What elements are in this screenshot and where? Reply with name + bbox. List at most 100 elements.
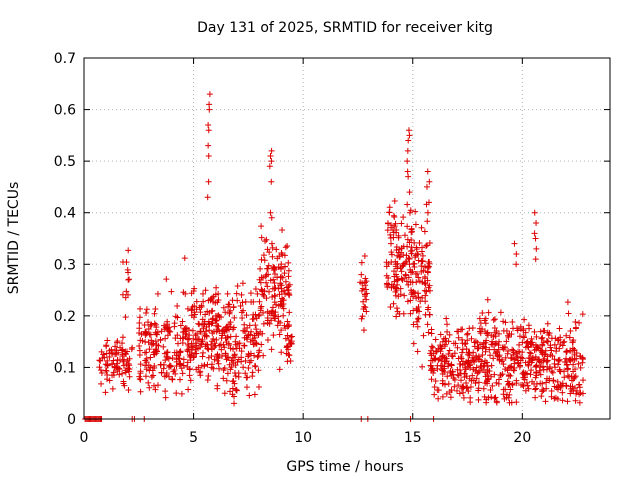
data-point	[187, 377, 194, 384]
data-point	[391, 213, 398, 220]
data-point	[276, 291, 283, 298]
data-point	[215, 323, 222, 330]
data-point	[271, 299, 278, 306]
data-point	[481, 360, 488, 367]
data-point	[104, 337, 111, 344]
data-point	[428, 376, 435, 383]
data-point	[397, 285, 404, 292]
data-point	[136, 375, 143, 382]
data-point	[256, 347, 263, 354]
data-point	[460, 394, 467, 401]
data-point	[191, 285, 198, 292]
data-point	[147, 331, 154, 338]
data-point	[384, 220, 391, 227]
data-point	[126, 276, 133, 283]
data-point	[281, 322, 288, 329]
data-point	[445, 350, 452, 357]
data-point	[250, 341, 257, 348]
data-point	[488, 362, 495, 369]
data-point	[253, 339, 260, 346]
data-point	[426, 263, 433, 270]
data-point	[255, 384, 262, 391]
data-point	[258, 256, 265, 263]
data-point	[274, 322, 281, 329]
data-point	[151, 310, 158, 317]
data-point	[390, 283, 397, 290]
data-point	[398, 268, 405, 275]
data-point	[564, 372, 571, 379]
data-point	[413, 246, 420, 253]
data-point	[263, 236, 270, 243]
data-point	[510, 325, 517, 332]
y-tick-label: 0.6	[54, 103, 76, 119]
data-point	[398, 275, 405, 282]
data-point	[226, 309, 233, 316]
y-tick-label: 0.4	[54, 206, 76, 222]
data-point	[419, 294, 426, 301]
data-point	[527, 350, 534, 357]
data-point	[256, 298, 263, 305]
data-point	[419, 363, 426, 370]
data-point	[264, 246, 271, 253]
data-point	[500, 391, 507, 398]
data-point	[571, 374, 578, 381]
data-point	[273, 246, 280, 253]
data-point	[185, 346, 192, 353]
data-point	[537, 380, 544, 387]
data-point	[490, 355, 497, 362]
data-point	[246, 322, 253, 329]
data-point	[213, 284, 220, 291]
y-tick-label: 0.5	[54, 154, 76, 170]
data-point	[152, 346, 159, 353]
data-point	[254, 353, 261, 360]
data-point	[426, 199, 433, 206]
data-point	[163, 276, 170, 283]
data-point	[146, 346, 153, 353]
data-point	[475, 353, 482, 360]
data-point	[264, 265, 271, 272]
data-point	[576, 399, 583, 406]
data-point	[548, 387, 555, 394]
data-point	[519, 381, 526, 388]
data-point	[247, 350, 254, 357]
data-point	[270, 332, 277, 339]
data-point	[151, 362, 158, 369]
data-point	[216, 365, 223, 372]
data-point	[260, 252, 267, 259]
data-point	[515, 359, 522, 366]
data-point	[459, 383, 466, 390]
data-point	[123, 288, 130, 295]
data-point	[197, 328, 204, 335]
data-point	[136, 325, 143, 332]
data-point	[223, 377, 230, 384]
data-point	[200, 298, 207, 305]
data-point	[532, 256, 539, 263]
data-point	[204, 361, 211, 368]
data-point	[572, 318, 579, 325]
data-point	[278, 327, 285, 334]
data-point	[178, 390, 185, 397]
data-point	[96, 364, 103, 371]
data-point	[536, 356, 543, 363]
data-point	[122, 369, 129, 376]
data-point	[405, 274, 412, 281]
data-point	[414, 348, 421, 355]
data-point	[205, 152, 212, 159]
data-point	[231, 370, 238, 377]
data-point	[454, 371, 461, 378]
data-point	[258, 223, 265, 230]
data-point	[208, 320, 215, 327]
data-point	[464, 337, 471, 344]
data-point	[158, 328, 165, 335]
data-point	[567, 347, 574, 354]
data-point	[174, 302, 181, 309]
data-point	[496, 357, 503, 364]
data-point	[122, 350, 129, 357]
data-point	[264, 319, 271, 326]
data-point	[98, 348, 105, 355]
data-point	[162, 394, 169, 401]
data-point	[463, 385, 470, 392]
data-point	[215, 296, 222, 303]
y-axis-label: SRMTID / TECUs	[6, 182, 22, 295]
data-point	[421, 228, 428, 235]
